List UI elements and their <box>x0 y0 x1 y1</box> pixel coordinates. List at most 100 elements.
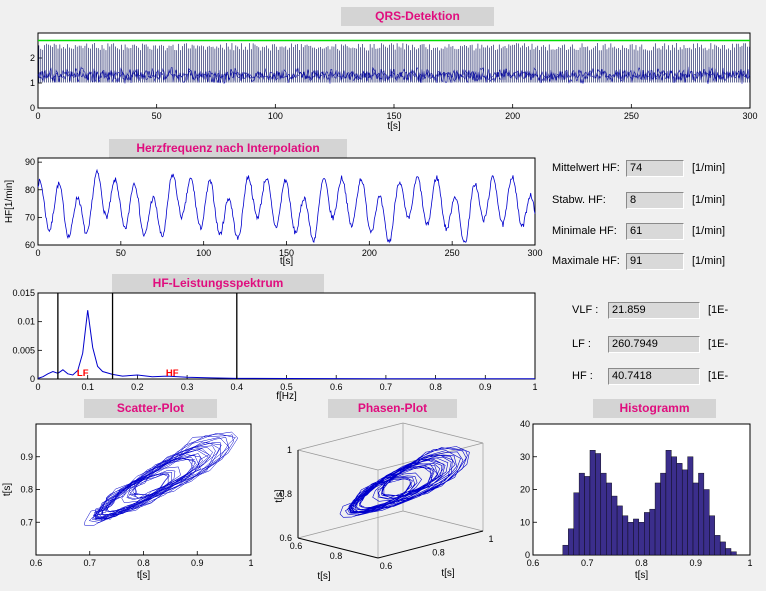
stat-unit: [1/min] <box>692 194 726 206</box>
svg-text:250: 250 <box>624 111 639 121</box>
heart-rate-plot: 0 50 100 150 200 250 300 60 70 80 90 t[s] HF[1/min] <box>0 150 548 272</box>
svg-text:0.9: 0.9 <box>689 558 702 568</box>
spectral-label: HF : <box>572 370 593 382</box>
svg-text:200: 200 <box>505 111 520 121</box>
spectral-label: LF : <box>572 338 591 350</box>
svg-text:t[s]: t[s] <box>274 489 285 503</box>
stat-row-std: Stabw. HF: 8 [1/min] <box>552 191 725 209</box>
qrs-plot-title: QRS-Detektion <box>341 7 494 26</box>
svg-text:0: 0 <box>30 374 35 384</box>
spectral-value-field: 21.859 <box>608 301 700 319</box>
svg-text:0.7: 0.7 <box>581 558 594 568</box>
svg-text:100: 100 <box>196 248 211 258</box>
histogram-plot-title: Histogramm <box>593 399 716 418</box>
svg-text:t[s]: t[s] <box>635 570 649 581</box>
svg-text:0.7: 0.7 <box>380 382 393 392</box>
svg-text:2: 2 <box>30 53 35 63</box>
svg-text:50: 50 <box>152 111 162 121</box>
stat-value-field: 91 <box>626 252 684 270</box>
svg-text:LF: LF <box>77 368 89 379</box>
stat-row-max: Maximale HF: 91 [1/min] <box>552 252 725 270</box>
svg-text:300: 300 <box>527 248 542 258</box>
svg-text:0.8: 0.8 <box>279 489 292 499</box>
svg-text:0.01: 0.01 <box>17 317 35 327</box>
svg-text:t[s]: t[s] <box>137 570 151 581</box>
svg-text:250: 250 <box>445 248 460 258</box>
svg-text:60: 60 <box>25 240 35 250</box>
svg-text:0.8: 0.8 <box>137 558 150 568</box>
svg-text:0: 0 <box>525 550 530 560</box>
spectral-value-field: 40.7418 <box>608 367 700 385</box>
svg-text:300: 300 <box>742 111 757 121</box>
svg-text:0: 0 <box>35 382 40 392</box>
svg-text:t[s]: t[s] <box>280 256 294 267</box>
stat-label: Minimale HF: <box>552 225 617 237</box>
svg-text:HF[1/min]: HF[1/min] <box>4 180 15 224</box>
svg-text:20: 20 <box>520 485 530 495</box>
svg-text:0.8: 0.8 <box>635 558 648 568</box>
spectral-row-vlf: VLF : 21.859 [1E- <box>572 301 728 319</box>
spectral-unit: [1E- <box>708 338 729 350</box>
histogram-plot: 0.6 0.7 0.8 0.9 1 0 10 20 30 40 t[s] <box>518 416 766 591</box>
spectral-unit: [1E- <box>708 304 729 316</box>
svg-text:0.7: 0.7 <box>20 517 33 527</box>
spectral-value-field: 260.7949 <box>608 335 700 353</box>
svg-text:0.9: 0.9 <box>191 558 204 568</box>
svg-text:10: 10 <box>520 517 530 527</box>
svg-text:1: 1 <box>287 445 292 455</box>
svg-text:0.1: 0.1 <box>81 382 94 392</box>
stat-value-field: 74 <box>626 159 684 177</box>
power-spectrum-plot: 0 0.1 0.2 0.3 0.4 0.5 0.6 0.7 0.8 0.9 1 0 0.005 0.01 0… <box>0 285 548 407</box>
svg-text:1: 1 <box>30 78 35 88</box>
svg-text:0.2: 0.2 <box>131 382 144 392</box>
svg-text:t[s]: t[s] <box>317 571 331 582</box>
stat-row-min: Minimale HF: 61 [1/min] <box>552 222 725 240</box>
stat-unit: [1/min] <box>692 162 726 174</box>
svg-text:0.6: 0.6 <box>30 558 43 568</box>
stat-label: Mittelwert HF: <box>552 162 620 174</box>
svg-text:0.9: 0.9 <box>479 382 492 392</box>
spectral-row-hf: HF : 40.7418 [1E- <box>572 367 728 385</box>
svg-text:50: 50 <box>116 248 126 258</box>
svg-text:40: 40 <box>520 419 530 429</box>
svg-text:1: 1 <box>488 534 493 544</box>
svg-text:0.6: 0.6 <box>380 561 393 571</box>
svg-text:150: 150 <box>279 248 294 258</box>
svg-text:0.6: 0.6 <box>279 533 292 543</box>
svg-text:t[s]: t[s] <box>387 121 401 132</box>
heart-rate-plot-title: Herzfrequenz nach Interpolation <box>109 139 347 158</box>
svg-text:0.6: 0.6 <box>290 541 303 551</box>
svg-text:1: 1 <box>248 558 253 568</box>
svg-text:90: 90 <box>25 157 35 167</box>
svg-text:HF: HF <box>166 368 179 379</box>
spectral-unit: [1E- <box>708 370 729 382</box>
stat-value-field: 8 <box>626 191 684 209</box>
spectral-row-lf: LF : 260.7949 [1E- <box>572 335 728 353</box>
stat-row-mean: Mittelwert HF: 74 [1/min] <box>552 159 725 177</box>
stat-unit: [1/min] <box>692 255 726 267</box>
scatter-plot: 0.6 0.7 0.8 0.9 1 0.7 0.8 0.9 t[s] t[s] <box>0 416 266 591</box>
svg-text:0.5: 0.5 <box>280 382 293 392</box>
svg-text:150: 150 <box>386 111 401 121</box>
svg-text:200: 200 <box>362 248 377 258</box>
svg-text:0.015: 0.015 <box>12 288 35 298</box>
spectral-label: VLF : <box>572 304 599 316</box>
svg-text:0.7: 0.7 <box>83 558 96 568</box>
qrs-detection-plot: 0 50 100 150 200 250 300 0 1 2 t[s] <box>0 27 766 135</box>
svg-text:70: 70 <box>25 212 35 222</box>
phase-plot: 0.6 0.8 1 0.6 0.8 0.6 0.8 1 t[s] t[s] t[s] <box>272 416 512 591</box>
svg-text:30: 30 <box>520 452 530 462</box>
svg-text:0.4: 0.4 <box>231 382 244 392</box>
svg-text:0.9: 0.9 <box>20 452 33 462</box>
stat-label: Maximale HF: <box>552 255 620 267</box>
svg-text:t[s]: t[s] <box>441 568 455 579</box>
svg-text:0.8: 0.8 <box>432 548 445 558</box>
svg-text:t[s]: t[s] <box>2 483 13 497</box>
svg-text:0: 0 <box>30 103 35 113</box>
svg-text:0.005: 0.005 <box>12 345 35 355</box>
spectrum-plot-title: HF-Leistungsspektrum <box>112 274 324 293</box>
svg-text:0.8: 0.8 <box>20 485 33 495</box>
svg-text:1: 1 <box>532 382 537 392</box>
svg-text:0.6: 0.6 <box>527 558 540 568</box>
